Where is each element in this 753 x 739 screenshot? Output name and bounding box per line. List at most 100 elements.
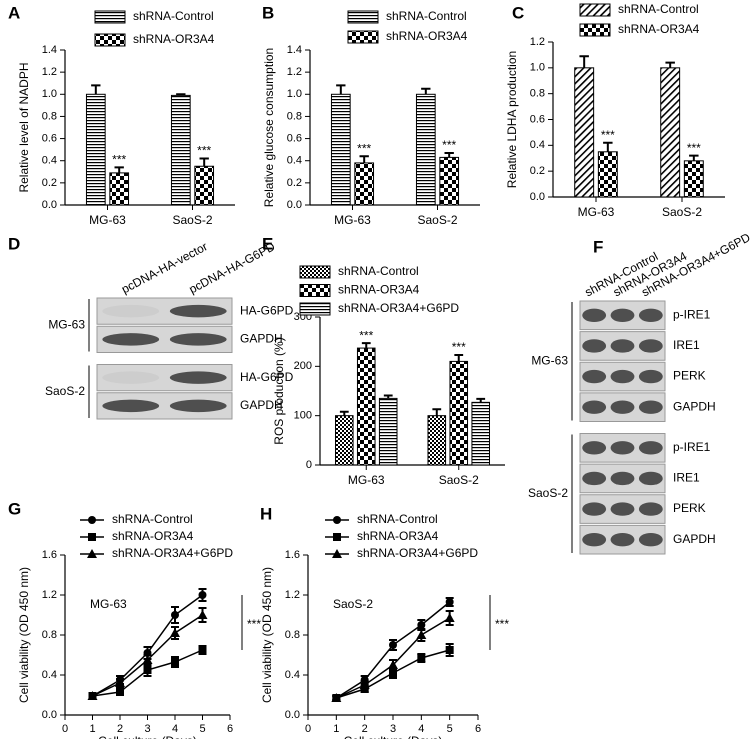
blot-band xyxy=(582,369,607,384)
y-tick-label: 1.0 xyxy=(530,62,545,74)
panel-letter: H xyxy=(260,504,272,523)
legend-label: shRNA-OR3A4 xyxy=(618,22,700,36)
y-tick-label: 0.8 xyxy=(42,110,57,122)
y-tick-label: 0.0 xyxy=(287,199,302,211)
bar xyxy=(683,160,704,198)
y-axis-label: Relative LDHA production xyxy=(505,51,519,188)
panel-letter: E xyxy=(262,234,273,253)
error-bar xyxy=(476,397,486,403)
legend-label: shRNA-OR3A4+G6PD xyxy=(338,301,459,315)
significance-label: *** xyxy=(687,141,701,155)
significance-label: *** xyxy=(495,617,509,631)
blot-band xyxy=(610,441,635,455)
bar xyxy=(378,397,398,466)
x-tick-label: 4 xyxy=(418,723,424,735)
marker xyxy=(171,658,179,666)
legend-swatch xyxy=(299,302,331,316)
marker xyxy=(143,666,152,674)
bar xyxy=(660,67,681,198)
legend-swatch xyxy=(579,23,611,37)
bar xyxy=(330,93,351,206)
y-tick-label: 0.0 xyxy=(285,709,300,721)
blot-band xyxy=(610,471,635,486)
x-tick-label: MG-63 xyxy=(334,213,371,227)
error-bar xyxy=(359,155,369,163)
marker xyxy=(445,646,454,654)
blot-band xyxy=(582,532,607,547)
legend-label: shRNA-OR3A4 xyxy=(357,529,439,543)
x-tick-label: SaoS-2 xyxy=(172,213,212,227)
x-tick-label: 2 xyxy=(362,723,368,735)
marker xyxy=(198,646,207,654)
bar xyxy=(449,360,469,466)
marker xyxy=(389,669,397,677)
legend-label: shRNA-Control xyxy=(133,9,214,23)
bar xyxy=(574,67,595,198)
error-bar xyxy=(444,151,454,158)
y-axis-label: Cell viability (OD 450 nm) xyxy=(260,567,274,703)
significance-label: *** xyxy=(452,340,466,354)
panel-letter: A xyxy=(8,3,20,22)
bar xyxy=(415,93,436,206)
y-tick-label: 1.4 xyxy=(287,44,302,56)
marker xyxy=(445,598,454,606)
legend-label: shRNA-OR3A4 xyxy=(112,529,194,543)
error-bar xyxy=(579,55,589,68)
blot-band xyxy=(582,441,607,455)
marker xyxy=(198,591,207,599)
blot-band xyxy=(638,339,663,353)
marker xyxy=(417,654,426,662)
significance-label: *** xyxy=(601,128,615,142)
blot-band xyxy=(610,308,635,323)
marker xyxy=(87,691,98,700)
error-bar xyxy=(91,84,101,95)
bar xyxy=(109,172,130,206)
y-tick-label: 0.4 xyxy=(287,155,302,167)
x-tick-label: SaoS-2 xyxy=(417,213,457,227)
x-tick-label: 0 xyxy=(62,723,68,735)
significance-label: *** xyxy=(197,144,211,158)
x-tick-label: 6 xyxy=(475,723,481,735)
y-tick-label: 1.6 xyxy=(285,549,300,561)
x-axis-label: Cell culture (Days) xyxy=(344,734,443,739)
blot-band xyxy=(610,369,635,384)
blot-band xyxy=(582,502,607,516)
y-tick-label: 0.4 xyxy=(285,669,300,681)
group-label: MG-63 xyxy=(531,353,568,367)
bar xyxy=(85,93,106,206)
x-tick-label: 2 xyxy=(117,723,123,735)
y-tick-label: 1.0 xyxy=(287,88,302,100)
significance-label: *** xyxy=(112,153,126,167)
error-bar xyxy=(432,408,442,416)
y-axis-label: Cell viability (OD 450 nm) xyxy=(17,567,31,703)
blot-band xyxy=(582,471,607,486)
panel-letter: B xyxy=(262,3,274,22)
significance-label: *** xyxy=(442,138,456,152)
blot-band xyxy=(102,304,160,318)
y-tick-label: 1.0 xyxy=(42,88,57,100)
error-bar xyxy=(199,157,209,167)
bar xyxy=(597,151,618,198)
x-tick-label: 1 xyxy=(333,723,339,735)
legend-label: shRNA-Control xyxy=(618,2,699,16)
legend-swatch xyxy=(299,284,331,297)
x-tick-label: 4 xyxy=(172,723,178,735)
group-label: SaoS-2 xyxy=(528,486,568,500)
series-line xyxy=(336,617,451,699)
row-label: GAPDH xyxy=(240,332,283,346)
marker xyxy=(197,610,208,619)
legend-marker xyxy=(332,549,342,558)
y-tick-label: 1.2 xyxy=(287,66,302,78)
y-tick-label: 0.0 xyxy=(42,709,57,721)
row-label: p-IRE1 xyxy=(673,307,711,321)
y-tick-label: 1.2 xyxy=(42,66,57,78)
x-tick-label: 5 xyxy=(447,723,453,735)
inner-label: SaoS-2 xyxy=(333,597,373,611)
blot-band xyxy=(610,532,635,547)
blot-band xyxy=(102,333,160,346)
y-tick-label: 0.4 xyxy=(42,669,57,681)
bar xyxy=(354,162,375,206)
legend-label: shRNA-OR3A4+G6PD xyxy=(112,546,233,560)
x-tick-label: 0 xyxy=(305,723,311,735)
marker xyxy=(388,660,398,669)
